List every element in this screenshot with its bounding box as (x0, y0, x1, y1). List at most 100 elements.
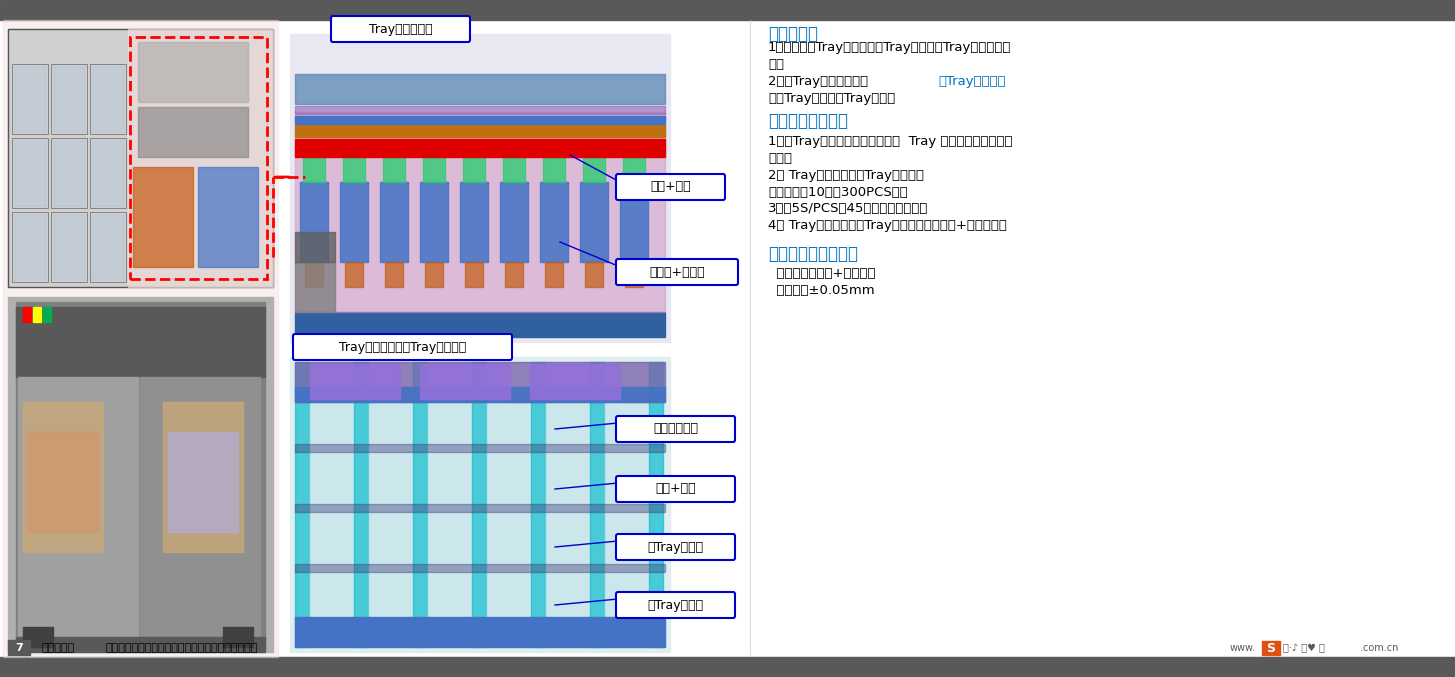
Bar (7, 29, 274, 287)
Bar (15, 214, 47, 280)
Bar (300, 182, 327, 262)
Bar (501, 182, 528, 262)
Text: 将空Tray搬运到空Tray放置位: 将空Tray搬运到空Tray放置位 (768, 92, 895, 105)
Bar (92, 140, 124, 206)
Bar (223, 627, 253, 647)
Bar (543, 157, 565, 182)
Bar (546, 362, 589, 647)
Bar (486, 362, 531, 647)
Bar (303, 157, 324, 182)
FancyBboxPatch shape (292, 334, 512, 360)
Bar (540, 182, 567, 262)
Text: 1、空Tray搬运机构为气缸驱动，  Tray 盘采用真空吸附取料: 1、空Tray搬运机构为气缸驱动， Tray 盘采用真空吸附取料 (768, 135, 1013, 148)
Text: 上图为布局示意图，实物会根据实际情况进行修改。: 上图为布局示意图，实物会根据实际情况进行修改。 (105, 643, 258, 653)
Bar (17, 377, 138, 642)
Bar (0, 657, 1455, 677)
Bar (530, 364, 620, 399)
Bar (413, 362, 426, 647)
Bar (380, 182, 407, 262)
Text: 方式；: 方式； (768, 152, 792, 165)
Bar (368, 362, 413, 647)
Bar (129, 37, 268, 279)
Bar (420, 182, 448, 262)
Bar (295, 262, 335, 312)
Bar (340, 182, 368, 262)
Bar (295, 362, 665, 402)
Text: 满Tray放置位: 满Tray放置位 (647, 540, 704, 554)
Bar (140, 377, 260, 642)
Bar (295, 617, 665, 647)
Bar (426, 362, 471, 647)
Bar (460, 182, 487, 262)
Bar (23, 402, 103, 552)
Text: 3、按5S/PCS约45分钟需上一次料；: 3、按5S/PCS约45分钟需上一次料； (768, 202, 928, 215)
Text: www.: www. (1229, 643, 1256, 653)
Bar (295, 125, 665, 137)
Text: 空Tray搬运机构: 空Tray搬运机构 (938, 75, 1005, 88)
Bar (16, 637, 265, 652)
Bar (306, 262, 323, 287)
Text: 7: 7 (15, 643, 23, 653)
Bar (295, 232, 335, 262)
Bar (12, 64, 48, 134)
Text: 模块组成及功能：: 模块组成及功能： (768, 112, 848, 131)
FancyBboxPatch shape (615, 259, 738, 285)
Bar (466, 262, 483, 287)
Bar (15, 66, 47, 132)
Bar (425, 262, 442, 287)
Bar (0, 0, 1455, 20)
FancyBboxPatch shape (330, 16, 470, 42)
Bar (295, 106, 665, 114)
Text: 1、人工将满Tray产品放入满Tray放置位，Tray上升到待取: 1、人工将满Tray产品放入满Tray放置位，Tray上升到待取 (768, 41, 1011, 54)
Bar (51, 212, 87, 282)
Text: 中·♪ 曲♥ 器: 中·♪ 曲♥ 器 (1283, 643, 1326, 653)
Text: 料位: 料位 (768, 58, 784, 71)
Bar (92, 66, 124, 132)
Bar (354, 362, 368, 647)
Bar (7, 640, 31, 655)
Text: Tray盘搬运机构: Tray盘搬运机构 (368, 22, 432, 35)
Bar (531, 362, 546, 647)
Bar (1261, 641, 1280, 655)
Bar (16, 302, 265, 647)
Text: 4、 Tray产品上料、空Tray放置机构采用电机+丝杆驱动。: 4、 Tray产品上料、空Tray放置机构采用电机+丝杆驱动。 (768, 219, 1007, 232)
Bar (295, 362, 308, 647)
Bar (620, 182, 647, 262)
Bar (90, 64, 127, 134)
Bar (52, 140, 84, 206)
Bar (23, 627, 52, 647)
Text: .com.cn: .com.cn (1360, 643, 1398, 653)
Bar (7, 297, 274, 652)
Bar (345, 262, 362, 287)
Bar (28, 432, 97, 532)
Bar (420, 364, 511, 399)
Text: 气缸+导轨: 气缸+导轨 (650, 181, 691, 194)
Bar (581, 182, 608, 262)
Bar (295, 139, 665, 157)
Bar (138, 107, 247, 157)
Bar (295, 444, 665, 452)
Bar (463, 157, 485, 182)
Bar (343, 157, 365, 182)
Text: 气缸辅助定位: 气缸辅助定位 (653, 422, 698, 435)
Bar (546, 262, 563, 287)
Text: S: S (1266, 642, 1276, 655)
Bar (583, 157, 605, 182)
Bar (295, 387, 665, 402)
Bar (386, 262, 403, 287)
Bar (128, 29, 274, 287)
Text: 设计说明：: 设计说明： (42, 643, 76, 653)
Bar (16, 307, 265, 377)
FancyBboxPatch shape (615, 534, 735, 560)
Bar (7, 29, 274, 287)
Bar (505, 262, 522, 287)
Text: 2、 Tray产品上料、空Tray放置机构: 2、 Tray产品上料、空Tray放置机构 (768, 169, 924, 181)
Bar (423, 157, 445, 182)
Bar (626, 262, 643, 287)
Bar (295, 312, 665, 337)
Bar (310, 364, 400, 399)
Bar (623, 157, 645, 182)
Bar (51, 138, 87, 208)
Bar (12, 138, 48, 208)
Text: 空Tray放置位: 空Tray放置位 (647, 598, 704, 611)
